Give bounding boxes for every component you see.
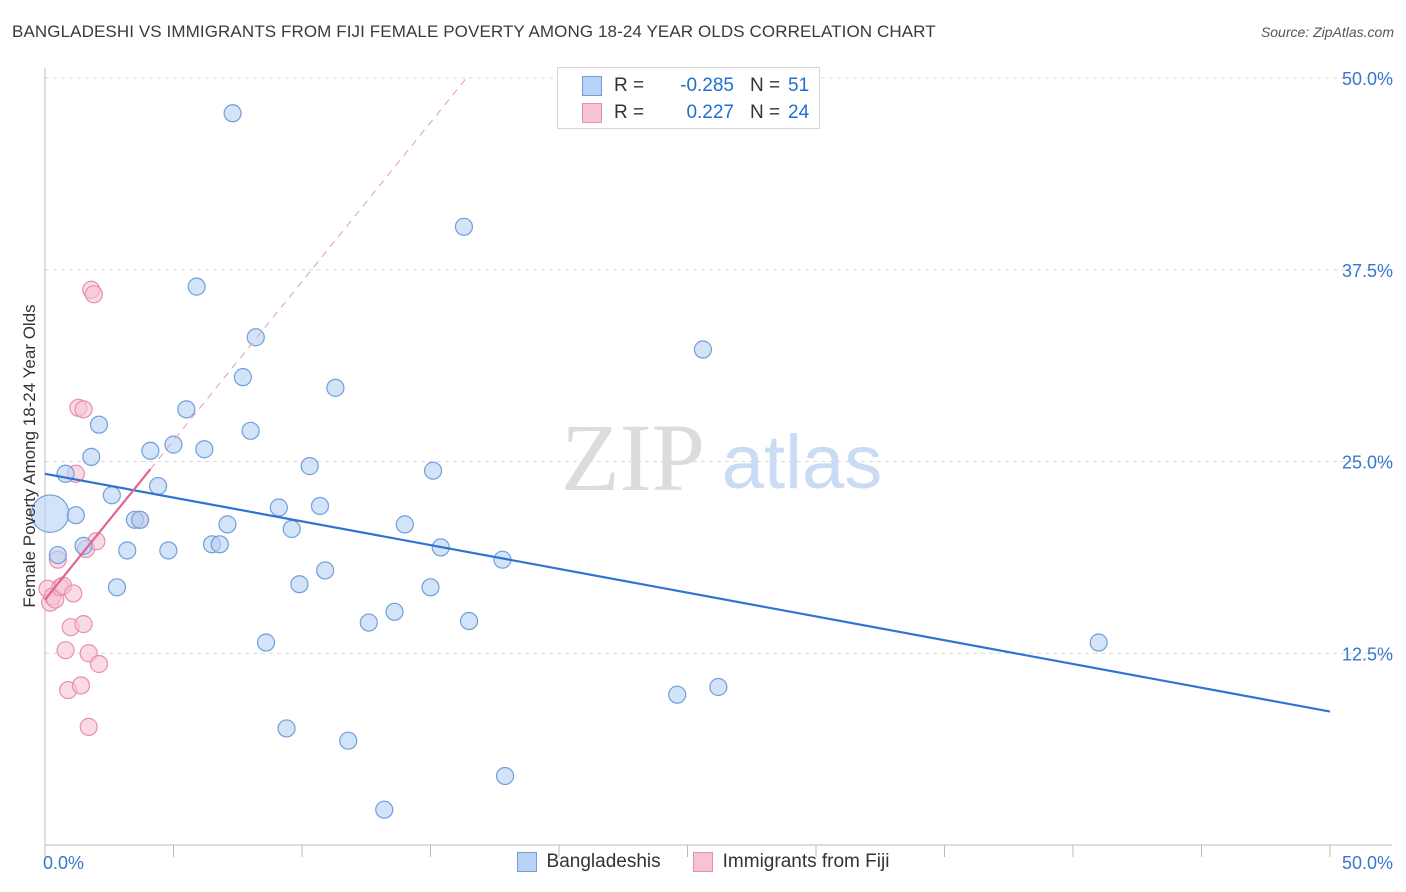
bangladeshi-point	[1089, 633, 1108, 652]
bangladeshi-point	[282, 519, 301, 539]
correlation-legend: R = -0.285 N = 51 R = 0.227 N = 24	[557, 67, 820, 129]
bangladeshi-point	[395, 515, 414, 534]
legend-swatch-pink	[582, 103, 602, 123]
bangladeshi-point	[74, 536, 93, 555]
legend-n-label: N =	[750, 75, 781, 96]
y-tick-label: 37.5%	[1342, 261, 1393, 281]
legend-r-label: R =	[614, 102, 645, 123]
bangladeshi-point	[89, 415, 109, 434]
legend-item-bangladeshis[interactable]: Bangladeshis	[516, 851, 661, 873]
series-fiji-points	[38, 280, 150, 736]
legend-r-value: 0.227	[686, 102, 734, 123]
legend-n-value: 51	[788, 75, 810, 96]
y-tick-label: 25.0%	[1342, 453, 1393, 473]
legend-row-bangladeshis: R = -0.285 N = 51	[582, 74, 809, 98]
chart-title: BANGLADESHI VS IMMIGRANTS FROM FIJI FEMA…	[12, 22, 936, 41]
legend-r-value: -0.285	[680, 75, 734, 96]
bangladeshi-point	[709, 677, 728, 697]
bangladeshi-point	[668, 685, 687, 704]
legend-swatch-blue	[516, 852, 537, 872]
bangladeshi-point	[316, 561, 335, 580]
bangladeshi-point	[385, 602, 404, 621]
fiji-trend-line	[44, 468, 152, 601]
source-label: Source: ZipAtlas.com	[1260, 24, 1394, 40]
x-tick-label: 50.0%	[1342, 853, 1393, 873]
bangladeshi-point	[164, 435, 183, 454]
bangladeshi-point	[82, 447, 101, 466]
bangladeshi-point	[246, 328, 265, 347]
bangladeshi-point	[223, 104, 242, 123]
bangladeshi-point	[210, 535, 229, 554]
bangladeshi-point	[159, 541, 178, 560]
bangladeshi-point	[187, 277, 206, 296]
fiji-point	[71, 676, 91, 695]
legend-n-value: 24	[788, 102, 810, 123]
bangladeshi-point	[107, 578, 127, 597]
bangladeshi-point	[195, 440, 214, 459]
legend-swatch-blue	[582, 76, 602, 96]
x-tick-label: 0.0%	[43, 853, 84, 873]
bangladeshi-point	[148, 476, 168, 496]
bangladeshi-point	[66, 506, 85, 525]
bangladeshi-point	[118, 541, 137, 560]
trend-lines	[44, 77, 1331, 713]
bangladeshi-point	[459, 611, 479, 631]
fiji-point	[84, 285, 103, 304]
bangladeshi-point	[141, 441, 160, 460]
bangladeshi-point	[290, 575, 309, 594]
bangladeshi-point	[130, 510, 150, 529]
series-legend: Bangladeshis Immigrants from Fiji	[0, 851, 1406, 873]
fiji-trend-extension	[149, 77, 467, 470]
watermark-atlas: atlas	[722, 420, 883, 505]
bangladeshi-point	[48, 545, 67, 565]
bangladeshi-point	[421, 578, 440, 597]
watermark: ZIP atlas	[561, 404, 882, 511]
legend-row-fiji: R = 0.227 N = 24	[582, 101, 809, 125]
legend-n-label: N =	[750, 102, 781, 123]
bangladeshi-point	[300, 457, 319, 476]
y-tick-label: 12.5%	[1342, 644, 1393, 664]
bangladeshi-point	[102, 486, 121, 505]
grid-lines	[45, 77, 1392, 654]
axes	[44, 68, 1392, 857]
legend-label-fiji: Immigrants from Fiji	[722, 851, 890, 872]
bangladeshi-point	[693, 340, 713, 359]
fiji-point	[79, 717, 98, 736]
y-tick-label: 50.0%	[1342, 69, 1393, 89]
fiji-point	[64, 584, 83, 603]
fiji-point	[74, 615, 93, 634]
bangladeshi-point	[454, 217, 474, 236]
legend-swatch-pink	[692, 852, 713, 872]
bangladeshi-point	[310, 496, 330, 516]
tick-labels: 12.5% 25.0% 37.5% 50.0% 0.0% 50.0%	[43, 69, 1393, 873]
bangladeshi-point	[256, 633, 276, 652]
bangladeshis-trend-line	[44, 472, 1331, 713]
y-axis-label: Female Poverty Among 18-24 Year Olds	[20, 304, 39, 607]
bangladeshi-point	[359, 613, 378, 632]
bangladeshi-point	[339, 731, 358, 750]
bangladeshi-point	[269, 498, 288, 517]
bangladeshi-point	[375, 800, 394, 819]
bangladeshi-point	[177, 400, 196, 419]
bangladeshi-point	[233, 368, 252, 387]
bangladeshi-point	[495, 766, 515, 786]
legend-label-bangladeshis: Bangladeshis	[546, 851, 661, 872]
bangladeshi-point	[423, 461, 443, 480]
bangladeshi-point	[218, 515, 237, 534]
legend-r-label: R =	[614, 75, 645, 96]
watermark-zip: ZIP	[561, 404, 705, 511]
bangladeshi-point	[277, 719, 296, 738]
bangladeshi-point	[326, 378, 345, 397]
fiji-point	[89, 654, 109, 674]
fiji-point	[74, 400, 93, 419]
bangladeshi-point	[241, 421, 260, 440]
fiji-point	[56, 641, 75, 660]
legend-item-fiji[interactable]: Immigrants from Fiji	[692, 851, 890, 873]
